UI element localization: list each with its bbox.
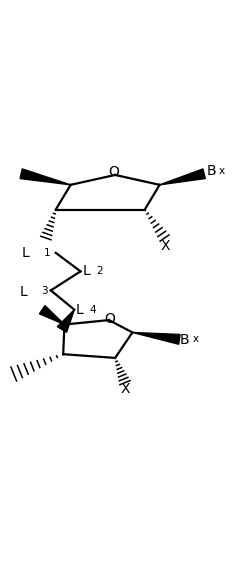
Text: X: X (120, 383, 130, 396)
Text: x: x (192, 334, 198, 344)
Text: 2: 2 (96, 266, 103, 276)
Text: x: x (219, 166, 225, 176)
Text: O: O (105, 312, 116, 326)
Text: 3: 3 (42, 286, 48, 296)
Text: L: L (22, 246, 30, 260)
Text: O: O (108, 166, 119, 180)
Polygon shape (20, 169, 70, 185)
Text: X: X (161, 239, 170, 253)
Text: B: B (180, 333, 189, 347)
Polygon shape (160, 169, 205, 185)
Text: L: L (20, 285, 27, 299)
Polygon shape (57, 310, 74, 332)
Text: L: L (76, 303, 83, 317)
Text: 4: 4 (90, 305, 96, 315)
Text: L: L (83, 264, 91, 279)
Polygon shape (40, 306, 64, 324)
Polygon shape (132, 332, 180, 344)
Text: 1: 1 (44, 248, 50, 258)
Text: B: B (206, 164, 216, 178)
